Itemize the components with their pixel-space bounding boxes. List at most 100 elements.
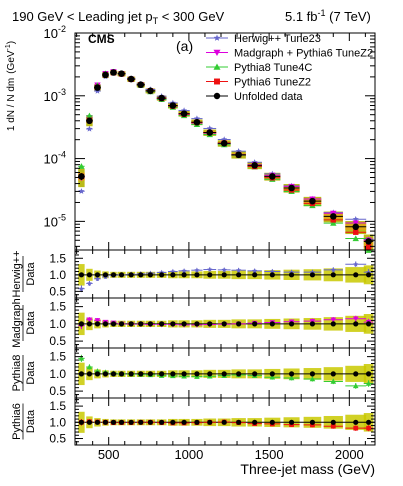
legend-label-2: Pythia8 Tune4C xyxy=(234,62,312,74)
ratio-1-data-point-11 xyxy=(181,321,187,327)
ratio-3-data-point-5 xyxy=(118,419,125,425)
ratio-3-ytick-label-0: 0.5 xyxy=(49,432,66,446)
ratio-2-ytick-label-2: 1.5 xyxy=(49,350,66,364)
ratio-2-data-point-4 xyxy=(110,371,117,377)
main-series-0-point-21 xyxy=(352,216,359,222)
ratio-0-data-point-8 xyxy=(147,272,154,278)
main-data-point-6 xyxy=(127,75,135,83)
ratio-2-data xyxy=(78,371,372,377)
ratio-0-data-point-21 xyxy=(353,272,359,278)
ratio-0-point-11 xyxy=(181,268,187,274)
ratio-2-point-19 xyxy=(309,376,316,382)
ratio-1-ylabel: Madgraph Data xyxy=(11,298,37,348)
main-data-point-17 xyxy=(269,173,276,180)
main-series-2-point-0 xyxy=(78,163,85,169)
ratio-3-point-22 xyxy=(366,425,371,431)
main-data-point-2 xyxy=(94,84,101,91)
main-series-3 xyxy=(78,70,374,250)
ratio-1-data-point-19 xyxy=(309,321,316,327)
main-series-2-point-21 xyxy=(352,235,359,242)
legend-item-1: Madgraph + Pythia6 TuneZ2 xyxy=(206,48,373,60)
main-data-point-4 xyxy=(110,69,117,76)
legend-item-3: Pythia6 TuneZ2 xyxy=(206,77,311,89)
main-ytick-label-3: 10-2 xyxy=(44,24,66,41)
ratio-1-point-2 xyxy=(94,318,101,324)
ratio-2-ylabel-den: Data xyxy=(25,361,37,385)
ratio-2-data-point-20 xyxy=(330,371,336,377)
ratio-2-point-0 xyxy=(78,355,85,361)
main-data-point-19 xyxy=(309,197,316,205)
ratio-3-point-21 xyxy=(353,425,359,431)
ratio-3-data-point-16 xyxy=(252,419,258,425)
ratio-2-point-20 xyxy=(330,378,337,384)
reference-lines xyxy=(75,274,375,423)
ratio-1-ylabel-den: Data xyxy=(25,311,37,335)
ratio-0-point-21 xyxy=(353,261,359,267)
ratio-0-data-point-17 xyxy=(269,272,275,278)
legend-label-0: Herwig++ Tune23 xyxy=(234,33,321,45)
main-data-point-0 xyxy=(78,173,85,180)
ratio-3-data-point-11 xyxy=(181,419,187,425)
ratio-3-data-point-12 xyxy=(194,419,200,425)
ratio-0-point-1 xyxy=(86,280,93,286)
ratio-0-data-point-15 xyxy=(236,272,242,278)
main-data-point-14 xyxy=(220,140,228,147)
ratio-2-data-point-17 xyxy=(269,371,275,377)
series-layer xyxy=(78,68,374,432)
ratio-1-data-point-16 xyxy=(252,321,258,327)
ratio-3-data-point-3 xyxy=(102,419,109,425)
ratio-0-data-point-2 xyxy=(94,272,101,278)
ratio-1-data-point-4 xyxy=(110,321,117,327)
ratio-2-point-21 xyxy=(352,383,359,389)
main-series-3-point-22 xyxy=(365,244,372,250)
selection-label: 190 GeV < Leading jet pT < 300 GeV xyxy=(12,9,225,26)
ratio-3-frame xyxy=(74,397,376,446)
ratio-3-ylabel-num: Pythia6 xyxy=(11,403,23,440)
panel-frames xyxy=(74,32,376,446)
main-data-point-3 xyxy=(102,71,109,79)
ratio-0-data-point-12 xyxy=(194,272,200,278)
ratio-0-point-15 xyxy=(236,267,242,273)
ratio-2-point-1 xyxy=(86,364,93,370)
ratio-0-ytick-label-0: 0.5 xyxy=(49,284,66,298)
ratio-2-point-22 xyxy=(365,380,372,386)
xtick-label-1: 1000 xyxy=(174,447,203,462)
ratio-3-data-point-19 xyxy=(309,419,316,425)
legend-label-1: Madgraph + Pythia6 TuneZ2 xyxy=(234,48,373,60)
ratio-1-data-point-12 xyxy=(194,321,200,327)
ratio-0-data-point-6 xyxy=(128,272,134,278)
ratio-0-data-point-7 xyxy=(138,272,144,278)
ratio-1-ytick-label-2: 1.5 xyxy=(49,300,66,314)
ratio-0-data-point-13 xyxy=(207,272,213,278)
ratio-0-ylabel: Herwig++ Data xyxy=(11,250,37,297)
ratio-1-data-point-8 xyxy=(147,321,154,327)
ratio-3-data-point-18 xyxy=(288,419,295,425)
ratio-2-data-point-19 xyxy=(309,371,316,377)
ratio-0-data-point-14 xyxy=(221,272,227,278)
main-series-2-point-1 xyxy=(86,112,93,119)
main-series-0-point-1 xyxy=(86,125,93,132)
ratio-3-data-point-20 xyxy=(330,419,336,425)
ratio-0-point-12 xyxy=(194,267,200,273)
main-series-3-point-21 xyxy=(353,229,359,235)
legend-marker-0 xyxy=(213,34,221,41)
main-data-point-20 xyxy=(329,213,337,220)
ratio-2-data-point-12 xyxy=(194,371,200,377)
ratio-2-data-point-11 xyxy=(181,371,187,377)
main-data-point-7 xyxy=(137,81,145,89)
main-series-3-point-20 xyxy=(330,217,337,223)
ratio-0-data-point-4 xyxy=(110,272,117,278)
ratio-0-point-2 xyxy=(94,276,101,282)
ratio-1-data-point-18 xyxy=(288,321,295,327)
ratio-0-point-10 xyxy=(170,268,176,274)
ratio-1-data-point-7 xyxy=(138,321,144,327)
ratio-0-data-point-16 xyxy=(252,272,258,278)
legend-item-2: Pythia8 Tune4C xyxy=(206,62,312,74)
ratio-2-data-point-18 xyxy=(288,371,295,377)
x-axis-label: Three-jet mass (GeV) xyxy=(240,461,375,477)
ratio-0-point-20 xyxy=(330,267,336,273)
ratio-1-ytick-label-1: 1.0 xyxy=(49,317,66,331)
ratio-1-ytick-label-0: 0.5 xyxy=(49,334,66,348)
ratio-3-data-point-13 xyxy=(207,419,213,425)
